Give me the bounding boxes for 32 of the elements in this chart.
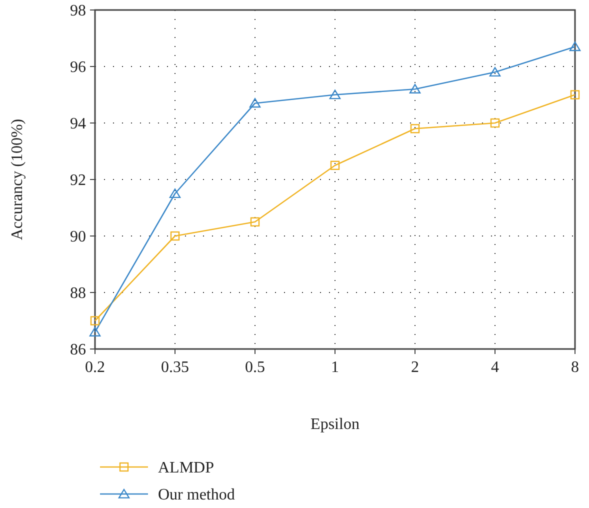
y-axis-title: Accurancy (100%)	[9, 118, 26, 240]
x-tick-label: 8	[571, 359, 579, 376]
y-tick-label: 86	[70, 342, 86, 359]
y-tick-label: 94	[70, 116, 86, 133]
point	[490, 118, 500, 128]
x-tick-label: 0.5	[245, 359, 265, 376]
point	[410, 124, 420, 134]
point	[169, 188, 181, 198]
point	[570, 90, 580, 100]
y-tick-label: 98	[70, 2, 86, 20]
point	[90, 316, 100, 326]
legend-label: Our method	[158, 486, 235, 504]
point	[489, 67, 501, 77]
x-tick-label: 4	[491, 359, 499, 376]
x-tick-label: 0.2	[85, 359, 105, 376]
point	[409, 84, 421, 94]
x-tick-label: 2	[411, 359, 419, 376]
point	[249, 98, 261, 108]
point	[250, 217, 260, 226]
y-tick-label: 92	[70, 172, 86, 190]
point	[569, 42, 581, 52]
legend-label: ALMDP	[158, 460, 214, 477]
x-tick-label: 0.35	[161, 359, 189, 376]
y-tick-label: 96	[70, 59, 86, 76]
point	[89, 326, 101, 336]
point	[330, 160, 340, 170]
y-tick-label: 90	[70, 228, 86, 246]
x-tick-label: 1	[331, 359, 339, 376]
point	[329, 90, 341, 100]
point	[170, 231, 180, 241]
y-tick-label: 88	[70, 285, 86, 302]
x-axis-title: Epsilon	[310, 416, 360, 433]
